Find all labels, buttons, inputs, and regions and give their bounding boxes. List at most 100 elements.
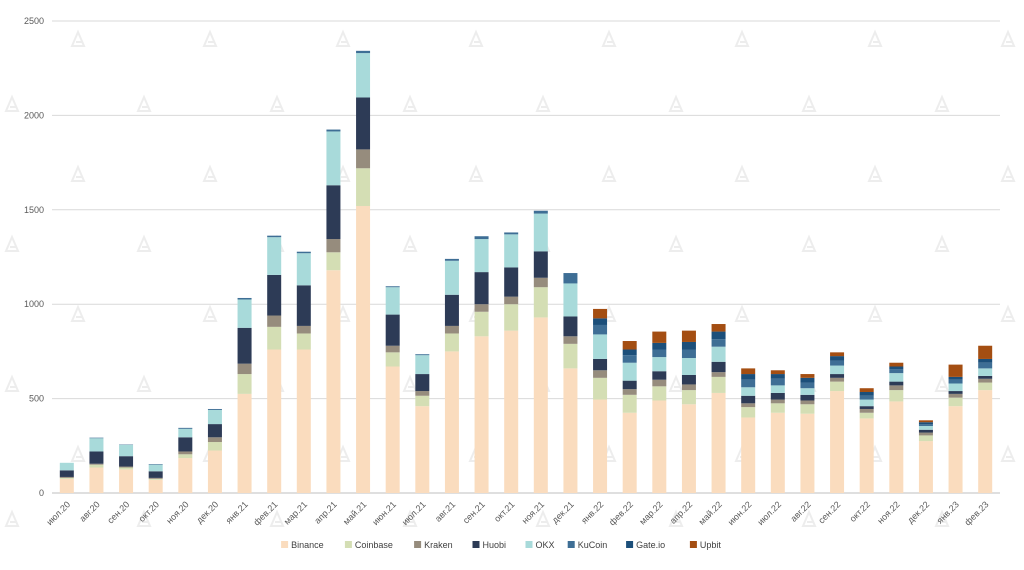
bar-segment-kucoin	[860, 396, 874, 400]
bar-segment-coinbase	[682, 390, 696, 404]
bar-segment-binance	[860, 418, 874, 493]
bar-segment-binance	[445, 351, 459, 493]
bar-segment-okx	[60, 463, 74, 471]
bar-segment-okx	[919, 426, 933, 430]
watermark-logo-icon	[736, 32, 748, 46]
bar-segment-coinbase	[238, 374, 252, 394]
bar-segment-kraken	[623, 389, 637, 395]
bar-segment-binance	[712, 393, 726, 493]
watermark-logo-icon	[1002, 447, 1014, 461]
watermark-logo-icon	[470, 167, 482, 181]
x-tick-label: май.22	[697, 499, 724, 526]
legend-label: Huobi	[483, 540, 507, 550]
x-tick-label: авг.20	[77, 499, 101, 523]
x-tick-label: май.21	[341, 499, 368, 526]
watermark-logo-icon	[603, 167, 615, 181]
x-tick-label: дек.20	[194, 499, 220, 525]
bar-segment-kraken	[178, 451, 192, 454]
y-tick-label: 1500	[24, 205, 44, 215]
bar-segment-binance	[534, 317, 548, 493]
bar-segment-kraken	[771, 400, 785, 404]
bar-segment-huobi	[771, 393, 785, 400]
y-tick-label: 1000	[24, 299, 44, 309]
bar-segment-huobi	[919, 430, 933, 433]
x-tick-label: мар.21	[282, 499, 309, 526]
bar-segment-kraken	[267, 316, 281, 327]
bar-segment-kucoin	[741, 380, 755, 388]
bar-segment-okx	[149, 465, 163, 472]
bar-segment-okx	[267, 237, 281, 275]
bar-segment-kucoin	[771, 379, 785, 386]
watermark-logo-icon	[1002, 167, 1014, 181]
bar-segment-binance	[800, 414, 814, 493]
bar-segment-huobi	[830, 374, 844, 378]
bar-segment-coinbase	[741, 407, 755, 417]
bar-segment-coinbase	[415, 396, 429, 406]
watermark-logo-icon	[1002, 307, 1014, 321]
bar-segment-okx	[889, 373, 903, 381]
watermark-logo-icon	[6, 237, 18, 251]
bar-segment-kraken	[149, 478, 163, 479]
bar-segment-okx	[238, 299, 252, 327]
bar-segment-kraken	[238, 364, 252, 374]
bar-segment-huobi	[860, 406, 874, 409]
watermark-logo-icon	[470, 32, 482, 46]
x-tick-label: дек.21	[550, 499, 576, 525]
bar-segment-huobi	[504, 267, 518, 296]
watermark-logo-icon	[6, 97, 18, 111]
y-tick-label: 2500	[24, 16, 44, 26]
bar-segment-gate-io	[949, 377, 963, 380]
watermark-logo-icon	[337, 32, 349, 46]
bar-segment-kraken	[712, 372, 726, 377]
watermark-logo-icon	[204, 307, 216, 321]
legend-label: Kraken	[424, 540, 453, 550]
bar-segment-kucoin	[682, 350, 696, 358]
bar-segment-okx	[297, 253, 311, 285]
bar-segment-huobi	[149, 471, 163, 478]
watermark-logo-icon	[72, 167, 84, 181]
bar-segment-coinbase	[445, 333, 459, 351]
bar-segment-huobi	[356, 97, 370, 149]
x-tick-label: янв.23	[935, 499, 961, 525]
bar-segment-binance	[978, 390, 992, 493]
x-tick-label: сен.21	[461, 499, 487, 525]
bar-segment-kraken	[682, 384, 696, 390]
bar-segment-kraken	[89, 464, 103, 465]
bar-segment-kucoin	[238, 298, 252, 300]
bar-segment-okx	[119, 445, 133, 456]
bar-segment-coinbase	[830, 382, 844, 391]
bar-segment-kraken	[978, 379, 992, 383]
bar-segment-kucoin	[949, 380, 963, 384]
bar-segment-huobi	[593, 359, 607, 370]
bar-segment-gate-io	[919, 422, 933, 424]
bar-segment-binance	[563, 368, 577, 493]
watermark-logo-icon	[404, 237, 416, 251]
bar-segment-kraken	[208, 437, 222, 442]
watermark-logo-icon	[869, 32, 881, 46]
bar-segment-okx	[475, 239, 489, 272]
bar-segment-coinbase	[297, 333, 311, 349]
bar-segment-kraken	[593, 370, 607, 378]
x-tick-label: окт.21	[492, 499, 517, 524]
bar-segment-okx	[800, 388, 814, 395]
bar-segment-coinbase	[534, 287, 548, 317]
bar-segment-huobi	[386, 315, 400, 346]
legend-swatch	[526, 541, 533, 548]
bar-segment-okx	[771, 385, 785, 393]
watermark-logo-icon	[736, 167, 748, 181]
bar-segment-kraken	[445, 326, 459, 334]
bar-segment-binance	[593, 400, 607, 493]
bar-segment-okx	[356, 53, 370, 97]
legend-swatch	[626, 541, 633, 548]
bar-segment-gate-io	[682, 342, 696, 350]
watermark-logo-icon	[603, 32, 615, 46]
bar-segment-kucoin	[326, 130, 340, 132]
bar-segment-coinbase	[860, 413, 874, 419]
x-tick-label: фев.23	[963, 499, 991, 527]
bar-segment-kucoin	[623, 355, 637, 363]
bar-segment-binance	[208, 451, 222, 493]
watermark-logo-icon	[6, 512, 18, 526]
x-tick-label: фев.22	[607, 499, 635, 527]
